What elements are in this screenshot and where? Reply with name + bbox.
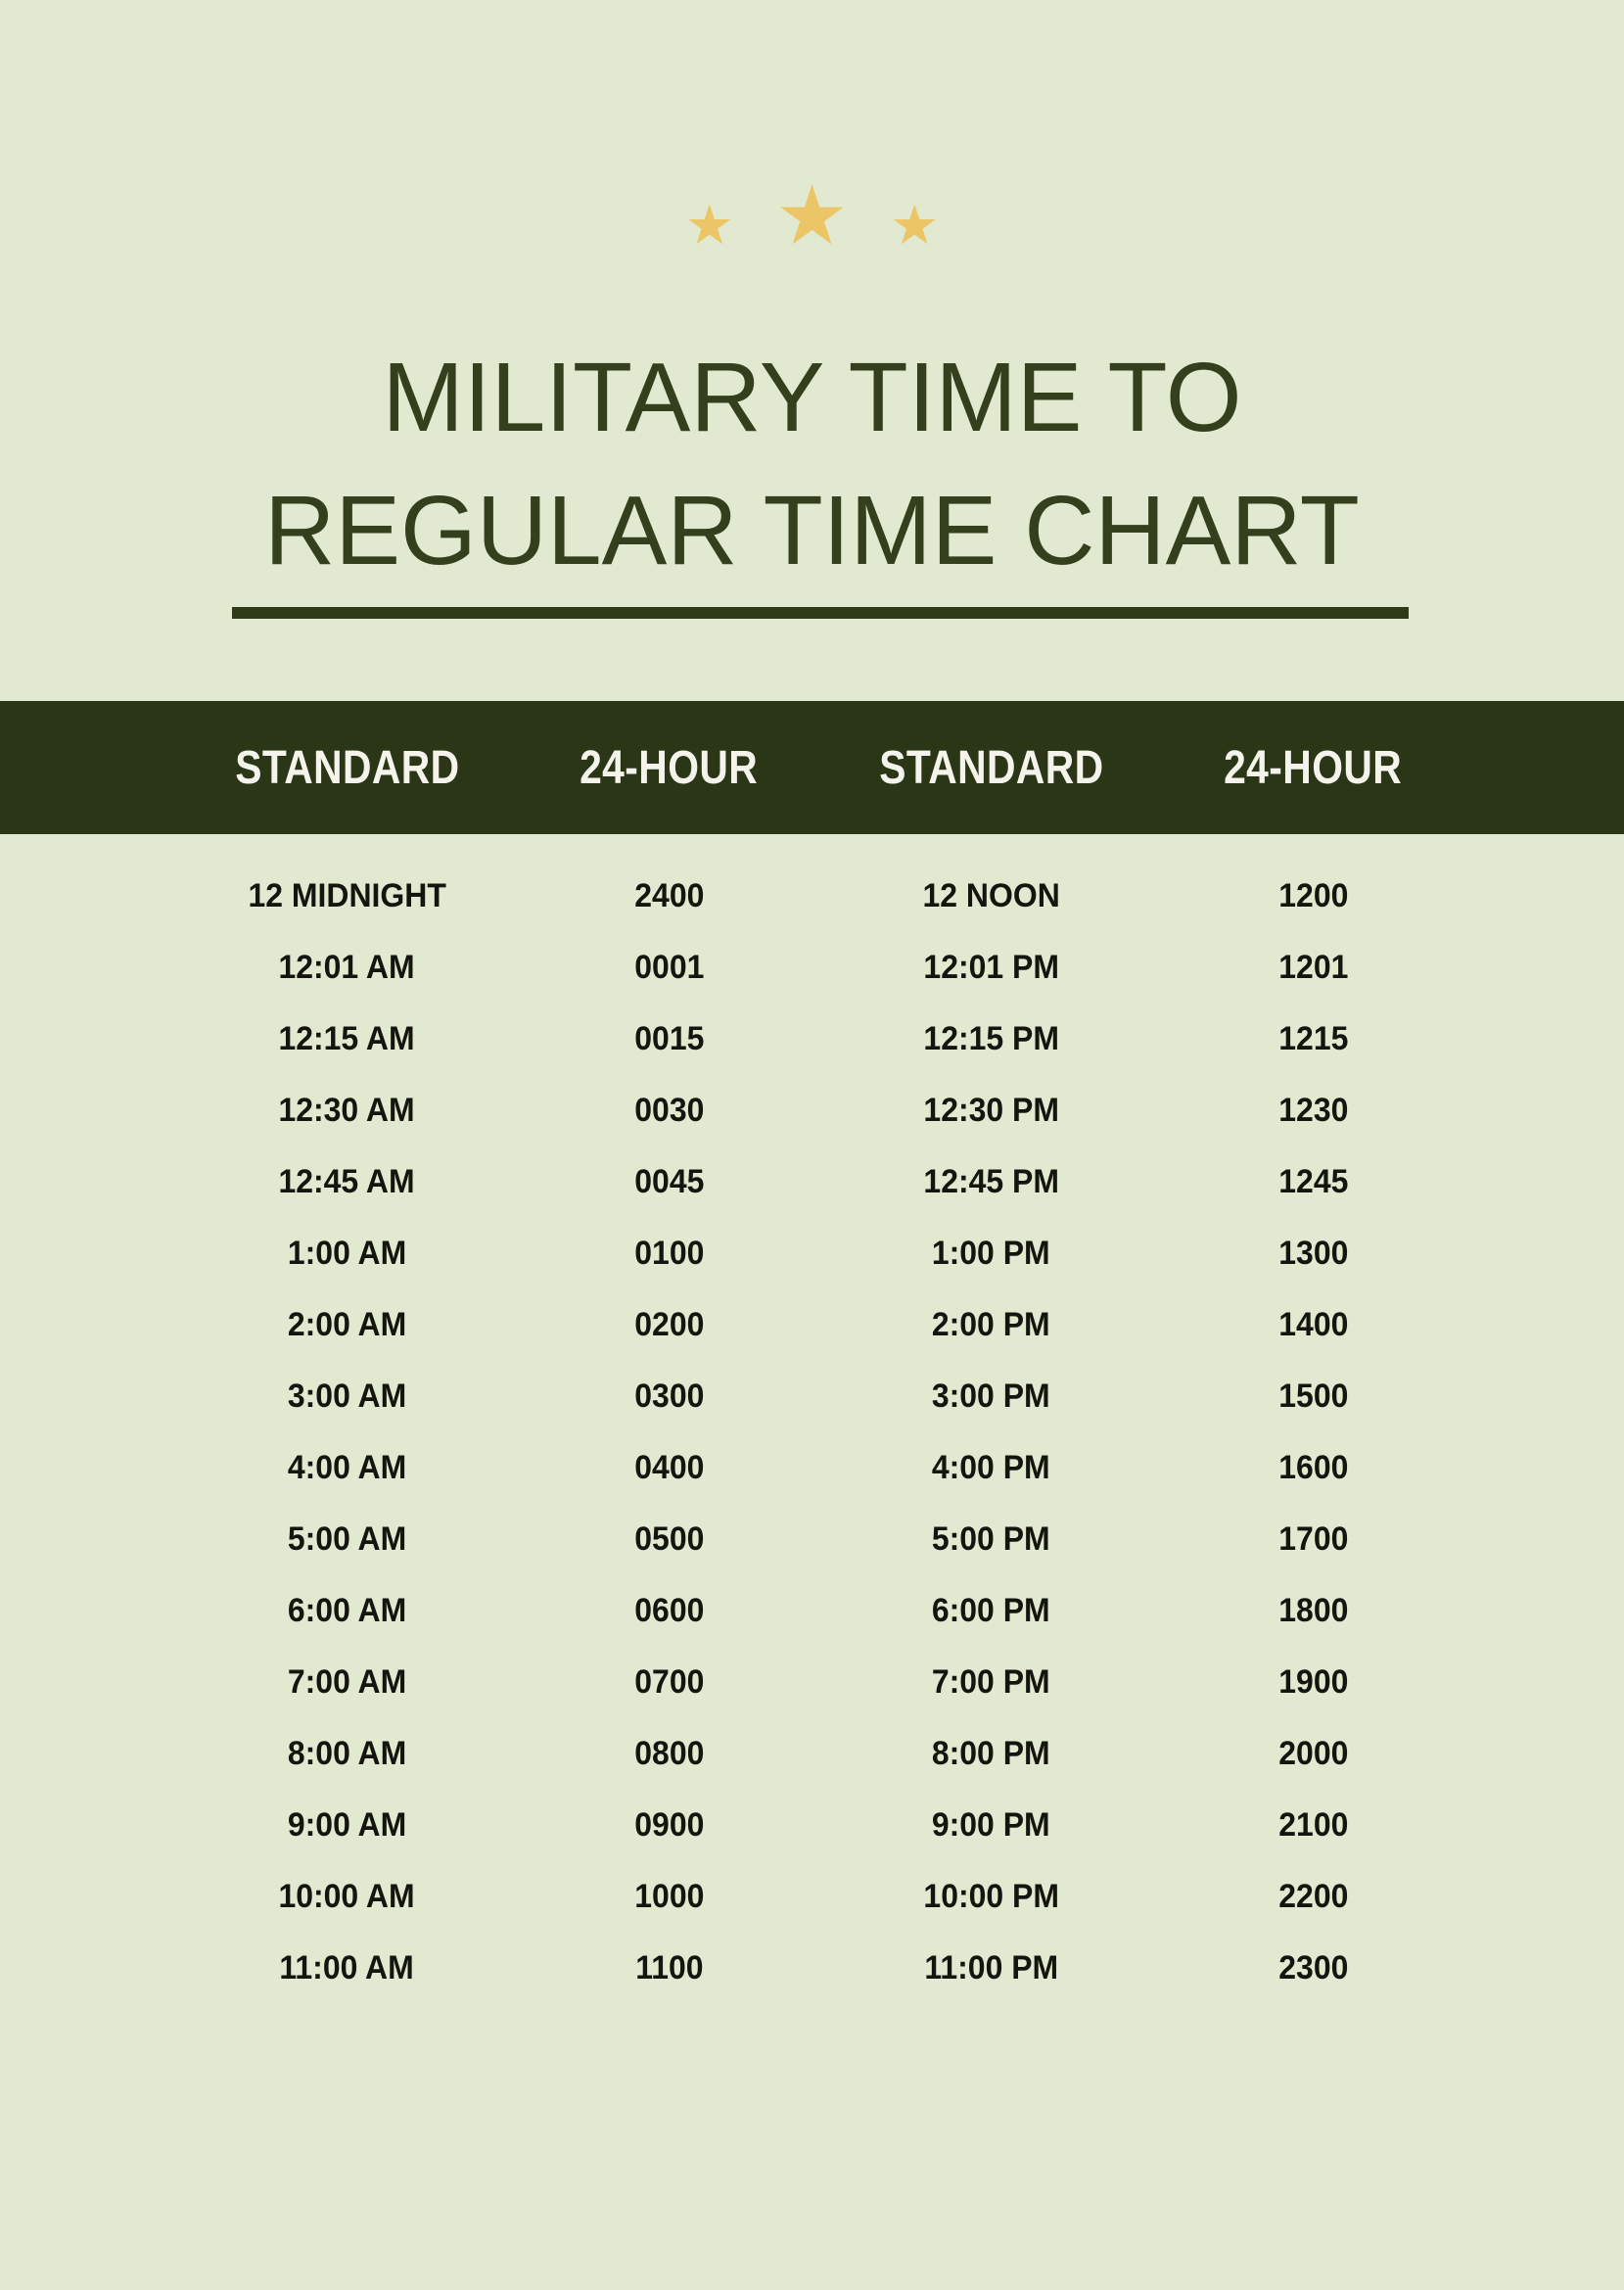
table-cell-24hour-pm: 1245: [1277, 1163, 1349, 1200]
title-underline: [231, 607, 1409, 619]
table-cell-24hour-am: 0030: [633, 1092, 705, 1129]
conversion-table: 12 MIDNIGHT 2400 12 NOON 1200 12:01 AM 0…: [186, 861, 1474, 2004]
table-cell-24hour-pm: 2100: [1277, 1806, 1349, 1844]
table-cell-24hour-pm: 1230: [1277, 1092, 1349, 1129]
table-cell-24hour-pm: 1800: [1277, 1592, 1349, 1629]
table-cell-standard-am: 5:00 AM: [287, 1520, 407, 1558]
table-cell-24hour-pm: 2200: [1277, 1878, 1349, 1915]
table-cell-24hour-am: 0200: [633, 1306, 705, 1343]
table-cell-standard-pm: 4:00 PM: [932, 1449, 1050, 1486]
table-cell-standard-pm: 9:00 PM: [932, 1806, 1050, 1844]
table-row: 3:00 AM 0300 3:00 PM 1500: [186, 1361, 1474, 1432]
table-cell-24hour-am: 0800: [633, 1735, 705, 1772]
table-cell-24hour-am: 0500: [633, 1520, 705, 1558]
table-cell-standard-pm: 12:01 PM: [923, 949, 1059, 986]
table-row: 1:00 AM 0100 1:00 PM 1300: [186, 1218, 1474, 1289]
star-icon: ★: [684, 194, 734, 256]
table-cell-24hour-pm: 1300: [1277, 1235, 1349, 1272]
table-cell-24hour-pm: 1500: [1277, 1378, 1349, 1415]
table-cell-standard-pm: 12 NOON: [922, 877, 1060, 914]
table-row: 11:00 AM 1100 11:00 PM 2300: [186, 1933, 1474, 2004]
table-row: 5:00 AM 0500 5:00 PM 1700: [186, 1504, 1474, 1575]
table-cell-standard-pm: 5:00 PM: [932, 1520, 1050, 1558]
table-cell-24hour-am: 0300: [633, 1378, 705, 1415]
table-cell-standard-am: 12:45 AM: [278, 1163, 416, 1200]
table-cell-24hour-am: 0400: [633, 1449, 705, 1486]
table-cell-standard-am: 7:00 AM: [287, 1663, 407, 1701]
column-header-24hour-pm: 24-HOUR: [1224, 741, 1403, 794]
table-cell-24hour-pm: 1215: [1277, 1020, 1349, 1057]
table-cell-standard-pm: 6:00 PM: [932, 1592, 1050, 1629]
table-cell-24hour-pm: 2300: [1277, 1949, 1349, 1986]
table-cell-standard-am: 11:00 AM: [279, 1949, 415, 1986]
table-cell-standard-pm: 12:30 PM: [923, 1092, 1059, 1129]
column-header-standard-am: STANDARD: [234, 741, 460, 794]
table-cell-24hour-pm: 1600: [1277, 1449, 1349, 1486]
table-cell-24hour-pm: 1900: [1277, 1663, 1349, 1701]
table-cell-24hour-am: 0600: [633, 1592, 705, 1629]
table-cell-24hour-am: 1000: [633, 1878, 705, 1915]
page-title-line-2: REGULAR TIME CHART: [264, 476, 1360, 585]
table-cell-standard-am: 12:15 AM: [278, 1020, 416, 1057]
table-row: 6:00 AM 0600 6:00 PM 1800: [186, 1575, 1474, 1647]
table-cell-24hour-pm: 1201: [1277, 949, 1349, 986]
page-title-line-1: MILITARY TIME TO: [382, 343, 1242, 452]
table-cell-24hour-pm: 1700: [1277, 1520, 1349, 1558]
table-row: 12:15 AM 0015 12:15 PM 1215: [186, 1004, 1474, 1075]
table-cell-24hour-am: 0700: [633, 1663, 705, 1701]
table-row: 12:30 AM 0030 12:30 PM 1230: [186, 1075, 1474, 1146]
table-cell-24hour-am: 0900: [633, 1806, 705, 1844]
table-cell-standard-pm: 10:00 PM: [923, 1878, 1059, 1915]
table-cell-24hour-am: 0001: [633, 949, 705, 986]
table-cell-standard-am: 12:30 AM: [278, 1092, 416, 1129]
table-cell-standard-pm: 3:00 PM: [932, 1378, 1050, 1415]
table-cell-standard-pm: 11:00 PM: [924, 1949, 1058, 1986]
table-header-bar: STANDARD 24-HOUR STANDARD 24-HOUR: [0, 701, 1624, 834]
table-row: 12 MIDNIGHT 2400 12 NOON 1200: [186, 861, 1474, 932]
table-cell-24hour-pm: 1400: [1277, 1306, 1349, 1343]
table-cell-standard-am: 3:00 AM: [287, 1378, 407, 1415]
table-cell-standard-am: 2:00 AM: [287, 1306, 407, 1343]
table-cell-standard-am: 6:00 AM: [287, 1592, 407, 1629]
page-title: MILITARY TIME TO REGULAR TIME CHART: [0, 331, 1624, 597]
table-cell-standard-pm: 12:45 PM: [923, 1163, 1059, 1200]
table-cell-standard-am: 12:01 AM: [278, 949, 416, 986]
table-row: 12:45 AM 0045 12:45 PM 1245: [186, 1146, 1474, 1218]
star-decoration: ★ ★ ★: [0, 174, 1624, 257]
table-cell-standard-pm: 8:00 PM: [932, 1735, 1050, 1772]
table-row: 9:00 AM 0900 9:00 PM 2100: [186, 1790, 1474, 1861]
table-cell-standard-am: 10:00 AM: [278, 1878, 416, 1915]
table-cell-24hour-pm: 1200: [1277, 877, 1349, 914]
table-header-row: STANDARD 24-HOUR STANDARD 24-HOUR: [186, 701, 1474, 834]
table-cell-standard-am: 9:00 AM: [287, 1806, 407, 1844]
table-cell-24hour-am: 1100: [634, 1949, 704, 1986]
table-cell-standard-am: 12 MIDNIGHT: [248, 877, 446, 914]
table-cell-24hour-am: 2400: [633, 877, 705, 914]
table-cell-standard-pm: 2:00 PM: [932, 1306, 1050, 1343]
table-row: 2:00 AM 0200 2:00 PM 1400: [186, 1289, 1474, 1361]
table-cell-standard-am: 1:00 AM: [287, 1235, 407, 1272]
table-row: 10:00 AM 1000 10:00 PM 2200: [186, 1861, 1474, 1933]
table-cell-standard-pm: 7:00 PM: [932, 1663, 1050, 1701]
table-cell-24hour-am: 0100: [633, 1235, 705, 1272]
star-icon: ★: [890, 194, 940, 256]
star-icon: ★: [774, 169, 850, 261]
table-cell-standard-pm: 1:00 PM: [932, 1235, 1050, 1272]
table-row: 7:00 AM 0700 7:00 PM 1900: [186, 1647, 1474, 1718]
table-row: 12:01 AM 0001 12:01 PM 1201: [186, 932, 1474, 1004]
table-cell-24hour-pm: 2000: [1277, 1735, 1349, 1772]
table-row: 8:00 AM 0800 8:00 PM 2000: [186, 1718, 1474, 1790]
table-row: 4:00 AM 0400 4:00 PM 1600: [186, 1432, 1474, 1504]
table-cell-standard-am: 8:00 AM: [287, 1735, 407, 1772]
table-cell-24hour-am: 0045: [633, 1163, 705, 1200]
table-cell-24hour-am: 0015: [633, 1020, 705, 1057]
column-header-24hour-am: 24-HOUR: [580, 741, 759, 794]
table-cell-standard-pm: 12:15 PM: [923, 1020, 1059, 1057]
table-cell-standard-am: 4:00 AM: [287, 1449, 407, 1486]
column-header-standard-pm: STANDARD: [878, 741, 1104, 794]
